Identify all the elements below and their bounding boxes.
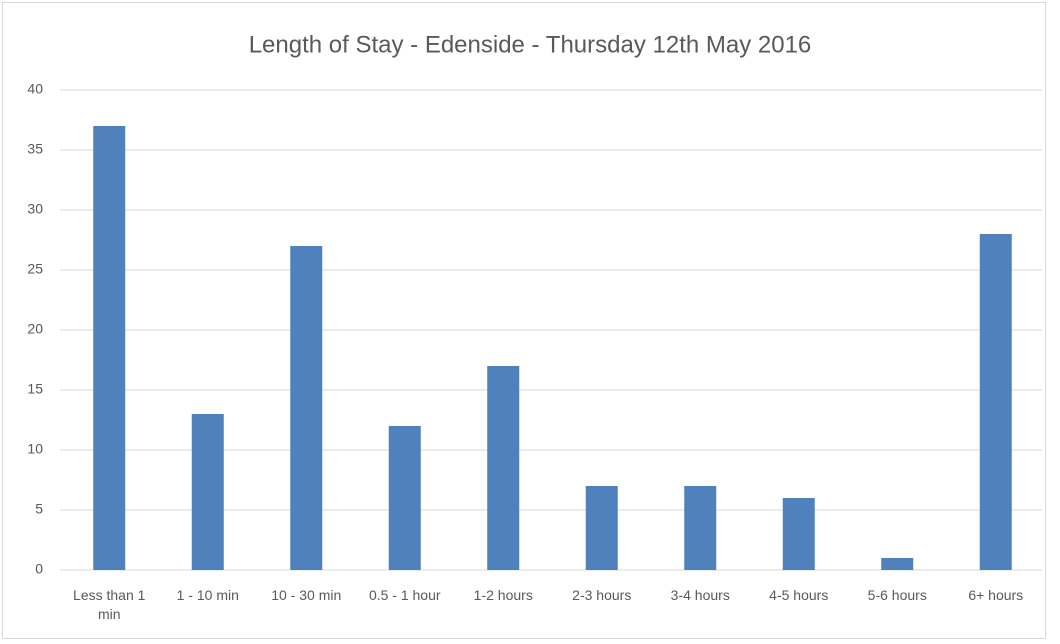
bar [881,558,914,570]
x-tick-label: 0.5 - 1 hour [368,587,441,603]
x-tick-label: 1 - 10 min [176,587,239,603]
x-tick-label: 10 - 30 min [271,587,342,603]
y-tick-label: 40 [27,81,43,97]
bar [979,234,1012,570]
bar [290,246,323,570]
bar [191,414,224,570]
y-tick-label: 15 [27,381,43,397]
x-tick-label: 5-6 hours [867,587,927,603]
x-tick-label: 6+ hours [968,587,1024,603]
y-tick-label: 0 [35,561,43,577]
y-tick-label: 5 [35,501,43,517]
x-tick-label: Less than 1 min [73,587,146,622]
x-tick-label: 4-5 hours [769,587,829,603]
x-tick-label: 3-4 hours [670,587,730,603]
bar [782,498,815,570]
bar [388,426,421,570]
x-tick-label: 2-3 hours [572,587,632,603]
bar [684,486,717,570]
x-tick-label: 1-2 hours [473,587,533,603]
bar [585,486,618,570]
chart-border [2,2,1046,639]
y-tick-label: 20 [27,321,43,337]
chart-title: Length of Stay - Edenside - Thursday 12t… [249,31,812,58]
y-tick-label: 10 [27,441,43,457]
y-tick-label: 30 [27,201,43,217]
y-tick-label: 35 [27,141,43,157]
bar [487,366,520,570]
bar [93,126,126,570]
y-tick-label: 25 [27,261,43,277]
